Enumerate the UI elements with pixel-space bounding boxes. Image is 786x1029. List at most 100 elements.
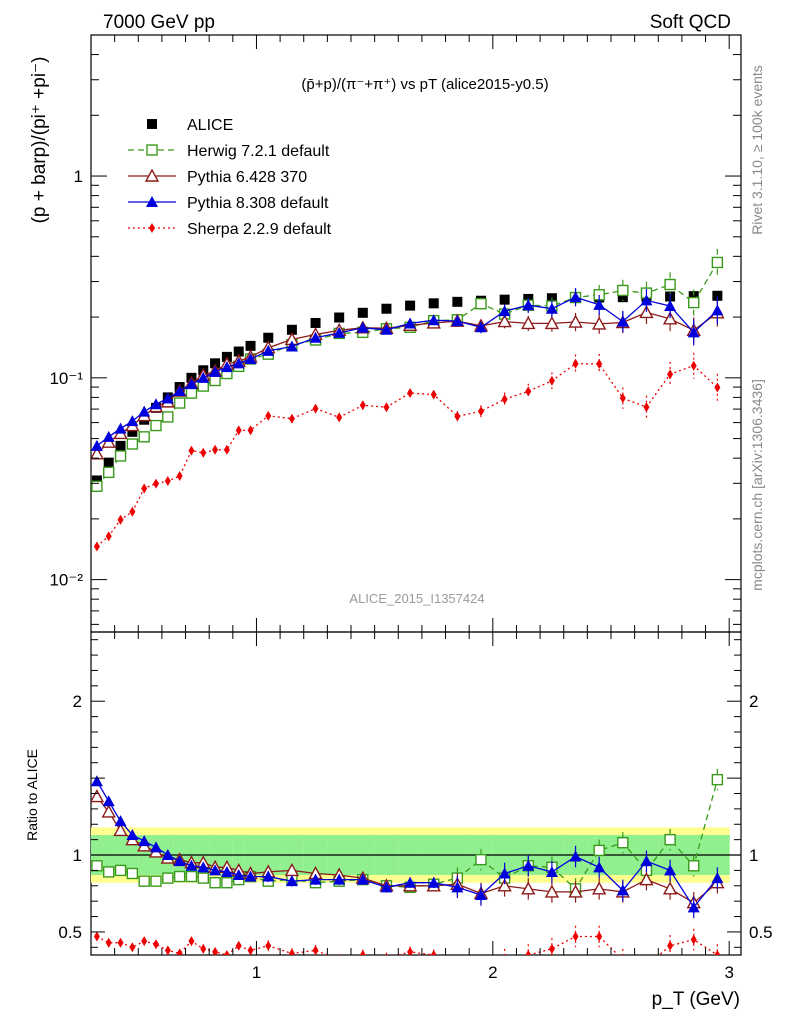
data-point	[430, 950, 437, 955]
data-point	[138, 835, 151, 847]
data-point	[664, 299, 677, 311]
data-point	[105, 531, 112, 542]
data-point	[185, 870, 198, 883]
data-point	[150, 841, 162, 853]
data-point	[91, 860, 103, 872]
y-tick-label: 10⁻²	[49, 571, 83, 590]
data-point	[643, 402, 650, 413]
data-point	[359, 950, 366, 955]
data-point	[286, 324, 297, 335]
data-point	[427, 314, 440, 326]
legend-label: Pythia 6.428 370	[187, 169, 307, 186]
data-point	[475, 853, 487, 866]
data-point	[164, 476, 171, 487]
data-point	[592, 881, 607, 895]
data-point	[197, 861, 210, 873]
legend-label: Herwig 7.2.1 default	[187, 143, 330, 160]
data-point	[126, 829, 139, 841]
data-point	[91, 439, 103, 451]
data-point	[220, 361, 233, 373]
data-point	[569, 850, 582, 862]
data-point	[146, 144, 158, 156]
data-point	[545, 302, 558, 314]
data-point	[138, 431, 150, 443]
legend: ALICE Herwig 7.2.1 default Pythia 6.428 37…	[128, 117, 332, 238]
data-point	[126, 438, 139, 450]
data-point	[639, 304, 654, 319]
ratio-line	[96, 779, 719, 890]
legend-label: ALICE	[187, 117, 233, 134]
data-point	[381, 303, 392, 314]
data-point	[209, 864, 222, 876]
data-point	[144, 168, 160, 182]
data-point	[711, 304, 724, 316]
y-axis-label-top: (p + barp)/(pi⁺ +pi⁻)	[29, 57, 50, 224]
legend-entry: Herwig 7.2.1 default	[128, 143, 330, 160]
data-point	[232, 357, 245, 369]
data-point	[617, 837, 629, 849]
data-point	[150, 398, 162, 410]
ratio-y-tick-label: 2	[73, 692, 82, 711]
data-point	[521, 881, 536, 895]
ratio-y-tick-label-right: 2	[749, 692, 758, 711]
data-point	[244, 352, 257, 364]
data-point	[117, 514, 124, 525]
data-point	[501, 394, 508, 405]
data-point	[126, 867, 139, 880]
data-point	[451, 315, 464, 327]
data-point	[288, 948, 295, 955]
data-point	[690, 934, 697, 945]
data-point	[114, 815, 127, 827]
data-point	[619, 393, 626, 404]
data-point	[101, 804, 116, 818]
data-point	[522, 859, 535, 871]
data-point	[117, 937, 124, 948]
data-point	[664, 833, 676, 846]
legend-label: Pythia 8.308 default	[187, 195, 329, 212]
data-point	[147, 119, 157, 129]
data-point	[640, 294, 653, 306]
x-tick-label: 1	[252, 963, 261, 982]
data-point	[173, 870, 186, 883]
data-point	[404, 317, 417, 329]
data-point	[209, 374, 221, 387]
data-point	[407, 946, 414, 955]
data-point	[105, 937, 112, 948]
data-point	[93, 541, 100, 552]
legend-entry: Pythia 6.428 370	[128, 168, 307, 186]
data-point	[356, 873, 369, 885]
data-point	[138, 875, 150, 887]
data-point	[404, 876, 417, 888]
data-point	[356, 321, 369, 333]
ratio-series-pythia-8-308-default	[91, 775, 724, 919]
data-point	[475, 889, 487, 901]
data-point	[334, 312, 345, 323]
data-point	[711, 256, 724, 269]
data-point	[91, 789, 105, 803]
data-point	[223, 444, 230, 455]
data-point	[185, 859, 198, 871]
data-point	[667, 940, 674, 951]
data-point	[285, 875, 298, 887]
data-point	[220, 865, 233, 877]
data-point	[504, 954, 505, 955]
data-point	[103, 866, 115, 878]
data-point	[333, 873, 346, 885]
data-point	[593, 298, 606, 310]
data-point	[596, 358, 603, 369]
data-point	[521, 315, 536, 330]
ratio-y-tick-label: 1	[73, 846, 82, 865]
data-point	[544, 884, 560, 898]
data-point	[247, 425, 254, 436]
data-point	[383, 402, 390, 413]
data-point	[247, 945, 254, 955]
data-point	[129, 506, 136, 517]
data-point	[333, 326, 346, 338]
data-point	[688, 291, 699, 302]
data-point	[572, 358, 579, 369]
data-point	[176, 948, 183, 955]
data-point	[235, 425, 242, 436]
data-point	[103, 457, 114, 468]
data-point	[200, 447, 207, 458]
